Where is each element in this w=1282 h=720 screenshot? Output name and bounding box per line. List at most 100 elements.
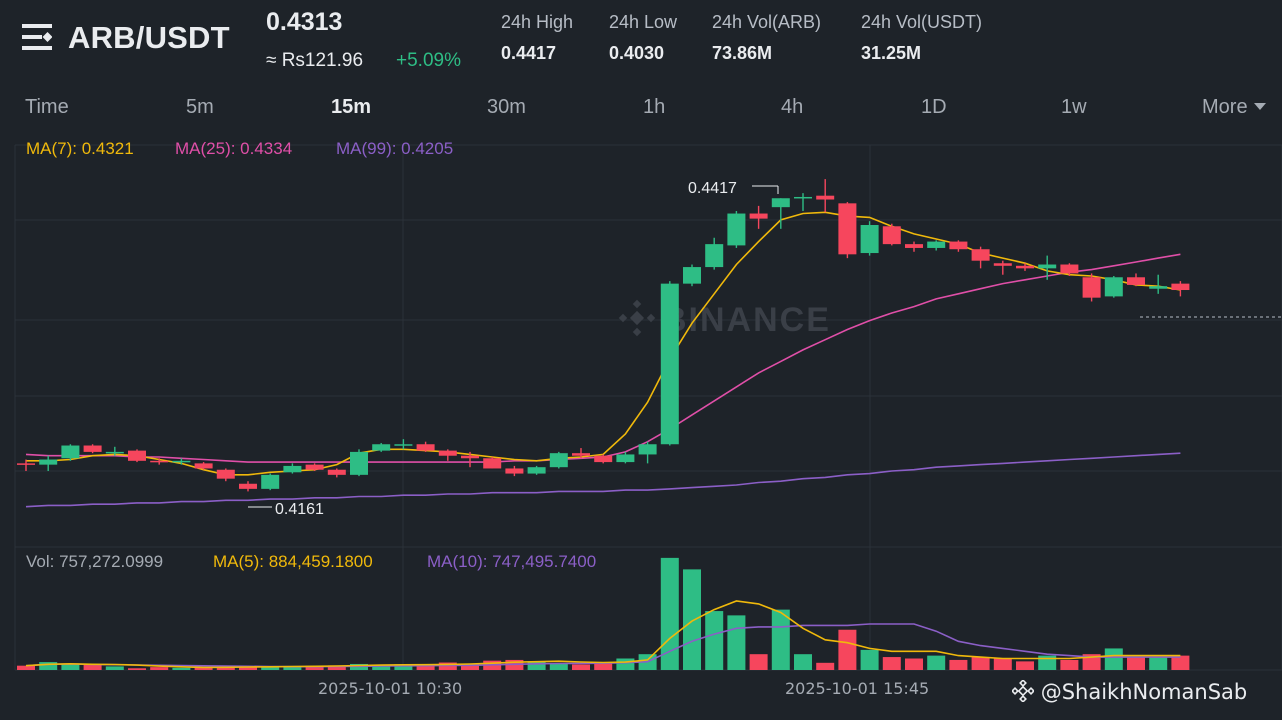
volume-bar: [1127, 657, 1145, 670]
candle-body: [572, 453, 590, 456]
candle-body: [949, 241, 968, 250]
volume-bar: [794, 654, 812, 670]
pair-title[interactable]: ARB/USDT: [68, 20, 230, 55]
candle-body: [1127, 277, 1145, 285]
candle-body: [372, 444, 391, 451]
volume-bar: [1171, 655, 1190, 670]
volume-bar: [905, 658, 923, 670]
candle-body: [216, 469, 235, 479]
volume-bar: [39, 662, 58, 670]
ma7-line: [26, 211, 1181, 476]
volume-bar: [394, 664, 413, 670]
volume-bar: [816, 662, 835, 670]
candle-body: [616, 454, 635, 463]
volume-bar: [372, 664, 391, 670]
candle-body: [905, 244, 923, 248]
volume-bar: [705, 611, 724, 670]
tab-15m[interactable]: 15m: [331, 96, 372, 118]
volume-bar: [993, 658, 1012, 670]
candle-body: [1171, 283, 1190, 291]
volume-bar: [838, 629, 857, 670]
volume-bar: [927, 655, 946, 670]
candle-body: [61, 445, 80, 459]
candles: [17, 179, 1190, 492]
candle-body: [816, 195, 835, 200]
volume-bar: [727, 615, 746, 670]
ma99-legend: MA(99): 0.4205: [336, 139, 454, 158]
candle-body: [283, 465, 302, 473]
candle-body: [150, 460, 169, 463]
stat-24h-low-value: 0.4030: [609, 43, 665, 63]
candle-body: [683, 267, 701, 284]
volume-bar: [105, 666, 124, 670]
volume-bar: [527, 661, 546, 670]
volume-bar: [216, 666, 235, 670]
candlestick-chart[interactable]: BINANCE 0.4417 0.4161 2025-10-01 10:30 2…: [0, 130, 1282, 720]
candle-body: [438, 450, 457, 456]
binance-logo-icon: [1011, 679, 1035, 703]
binance-watermark: BINANCE: [618, 299, 831, 339]
candle-body: [594, 455, 613, 463]
fiat-price: ≈ Rs121.96: [266, 50, 364, 71]
candle-body: [527, 467, 546, 474]
candle-body: [1104, 277, 1123, 297]
tab-30m[interactable]: 30m: [487, 96, 526, 118]
volume-bar: [461, 663, 479, 670]
indicator-lines: [25, 211, 1181, 669]
ma99-line: [25, 452, 1181, 508]
last-price: 0.4313: [266, 8, 343, 36]
stat-24h-vol-arb-value: 73.86M: [712, 43, 773, 63]
tab-more[interactable]: More: [1202, 96, 1266, 119]
tab-1w[interactable]: 1w: [1061, 96, 1087, 118]
volume-bar: [1060, 659, 1079, 670]
volume-bar: [194, 667, 213, 670]
ma25-legend: MA(25): 0.4334: [175, 139, 293, 158]
candle-body: [927, 241, 946, 248]
volume-bar: [549, 663, 568, 670]
volume-bar: [882, 657, 901, 670]
candle-body: [1016, 265, 1034, 269]
watermark-text: BINANCE: [662, 301, 831, 339]
candle-body: [1082, 277, 1101, 298]
candle-body: [239, 483, 257, 489]
volume-bar: [1016, 661, 1034, 670]
menu-icon[interactable]: [22, 24, 52, 50]
candle-body: [505, 468, 524, 474]
volume-bar: [771, 609, 790, 670]
stat-24h-vol-arb-label: 24h Vol(ARB): [712, 12, 822, 32]
candle-body: [1149, 286, 1168, 289]
candle-body: [838, 203, 857, 255]
candle-body: [727, 213, 746, 246]
volume-ma10-legend: MA(10): 747,495.7400: [427, 552, 597, 571]
volume-bar: [749, 654, 768, 670]
candle-body: [993, 263, 1012, 266]
tab-1d[interactable]: 1D: [921, 96, 947, 118]
stat-24h-low-label: 24h Low: [609, 12, 678, 32]
volume-legend: Vol: 757,272.0999: [26, 552, 164, 571]
time-axis-label: 2025-10-01 10:30: [318, 679, 462, 698]
tab-more-label: More: [1202, 96, 1248, 118]
tab-1h[interactable]: 1h: [643, 96, 666, 118]
volume-bar: [971, 657, 990, 670]
ma7-legend: MA(7): 0.4321: [26, 139, 134, 158]
volume-bar: [327, 665, 346, 670]
tab-5m[interactable]: 5m: [186, 96, 214, 118]
candle-body: [461, 455, 479, 459]
low-annotation: 0.4161: [248, 501, 324, 518]
volume-bar: [949, 659, 968, 670]
volume-bar: [150, 667, 169, 670]
candle-body: [39, 459, 58, 465]
low-label: 0.4161: [275, 501, 324, 518]
tab-4h[interactable]: 4h: [781, 96, 804, 118]
volume-bar: [1104, 648, 1123, 670]
volume-bar: [61, 663, 80, 670]
candle-body: [261, 474, 280, 489]
candle-body: [305, 464, 324, 470]
volume-bar: [594, 663, 613, 670]
credit-watermark: @ShaikhNomanSab: [1011, 679, 1248, 704]
candle-body: [549, 453, 568, 468]
volume-bar: [1149, 657, 1168, 670]
candle-body: [17, 463, 35, 465]
credit-handle: @ShaikhNomanSab: [1040, 680, 1248, 704]
tab-time[interactable]: Time: [25, 96, 69, 118]
